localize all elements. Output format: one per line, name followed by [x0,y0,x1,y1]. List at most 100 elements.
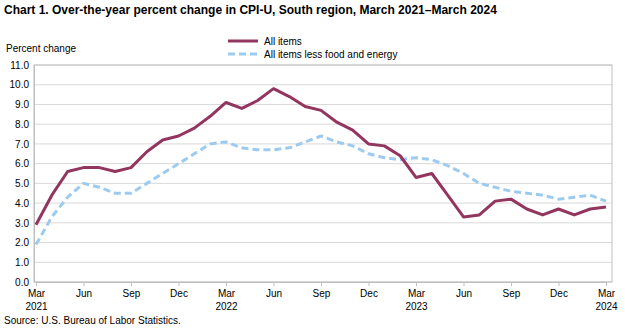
y-tick: 8.0 [15,119,34,130]
x-tick-mark [36,282,37,286]
y-tick-label: 10.0 [10,79,30,90]
grid-line [34,222,612,223]
y-tick: 1.0 [15,257,34,268]
x-tick-mark [606,282,607,286]
x-tick-label: Mar 2024 [595,288,618,312]
x-tick: Dec [170,282,188,299]
x-tick: Sep [503,282,521,299]
plot: 0.0 1.0 2.0 3.0 4.0 5.0 6.0 7.0 8.0 9.0 10.0 11.0 Ma… [10,60,619,312]
grid-line [34,124,612,125]
x-tick-label: Dec [550,288,568,299]
y-tick: 2.0 [15,237,34,248]
y-tick: 10.0 [10,79,34,90]
y-tick-label: 11.0 [10,60,29,71]
grid-line [34,143,612,144]
x-tick: Jun [456,282,472,299]
x-tick-label-line: Sep [123,288,141,299]
y-axis-title: Percent change [6,43,76,54]
grid [34,65,612,282]
x-tick-label-line: Sep [503,288,521,299]
grid-line [34,163,612,164]
x-tick-label-line: Mar [408,288,426,299]
y-tick-label: 6.0 [15,158,29,169]
series-group [36,89,606,245]
y-tick-label: 0.0 [15,277,29,288]
x-tick-label: Jun [266,288,282,299]
x-tick-mark [559,282,560,286]
x-tick-mark [179,282,180,286]
x-tick-label: Mar 2022 [215,288,238,312]
x-tick-label: Jun [76,288,92,299]
source-note: Source: U.S. Bureau of Labor Statistics. [4,315,181,326]
x-tick-mark [416,282,417,286]
grid-line [34,203,612,204]
x-tick-label-line: 2023 [405,301,428,312]
y-tick: 9.0 [15,99,34,110]
x-tick-label-line: Jun [76,288,92,299]
x-axis-line [37,283,607,287]
grid-line [34,262,612,263]
x-tick-label-line: Mar [28,288,46,299]
legend-swatch [228,53,258,56]
grid-line [34,242,612,243]
y-tick: 11.0 [10,60,34,71]
x-tick-label-line: Mar [218,288,236,299]
y-axis: 0.0 1.0 2.0 3.0 4.0 5.0 6.0 7.0 8.0 9.0 10.0 11.0 [10,60,35,288]
x-tick-label: Sep [123,288,141,299]
x-tick: Jun [266,282,282,299]
x-tick-label-line: Dec [360,288,378,299]
y-tick-label: 8.0 [15,119,29,130]
y-tick-label: 3.0 [15,218,29,229]
y-tick: 3.0 [15,218,34,229]
x-tick-label-line: Sep [313,288,331,299]
legend-label: All items less food and energy [264,49,397,60]
y-tick-label: 9.0 [15,99,29,110]
x-tick: Mar 2024 [595,282,618,312]
x-tick-label: Mar 2023 [405,288,428,312]
y-tick: 5.0 [15,178,34,189]
x-tick: Mar 2021 [25,282,48,312]
x-tick-label: Sep [503,288,521,299]
x-tick-mark [274,282,275,286]
x-tick-mark [464,282,465,286]
x-tick-mark [321,282,322,286]
x-tick-label: Jun [456,288,472,299]
x-tick-label: Dec [170,288,188,299]
x-tick-label: Dec [360,288,378,299]
y-tick: 7.0 [15,139,34,150]
y-tick-label: 2.0 [15,237,29,248]
x-tick: Dec [360,282,378,299]
grid-line [34,84,612,85]
x-tick: Sep [313,282,331,299]
y-tick-label: 4.0 [15,198,29,209]
x-tick-label: Mar 2021 [25,288,48,312]
x-tick-label-line: Mar [598,288,616,299]
y-tick: 0.0 [15,277,34,288]
grid-line [34,183,612,184]
x-tick-label-line: Dec [550,288,568,299]
y-axis-line [34,66,35,283]
x-tick: Sep [123,282,141,299]
x-tick-mark [511,282,512,286]
x-tick: Jun [76,282,92,299]
x-tick-label: Sep [313,288,331,299]
x-tick-label-line: 2021 [25,301,48,312]
x-tick-label-line: 2024 [595,301,618,312]
legend-swatch [228,40,258,43]
y-tick-label: 5.0 [15,178,29,189]
y-tick: 6.0 [15,158,34,169]
series-line [36,136,606,245]
x-tick-mark [369,282,370,286]
x-tick-label-line: Dec [170,288,188,299]
grid-line [34,104,612,105]
x-tick-mark [131,282,132,286]
legend: All items All items less food and energy [228,36,397,60]
chart: Chart 1. Over-the-year percent change in… [0,0,625,328]
x-axis: Mar 2021 Jun Sep Dec Mar 2022 Jun Sep Dec Mar 2023 J… [25,282,618,312]
plot-frame [34,65,612,282]
x-tick-mark [226,282,227,286]
legend-label: All items [264,36,302,47]
x-tick-label-line: Jun [266,288,282,299]
y-tick-label: 7.0 [15,139,29,150]
x-tick-label-line: 2022 [215,301,238,312]
